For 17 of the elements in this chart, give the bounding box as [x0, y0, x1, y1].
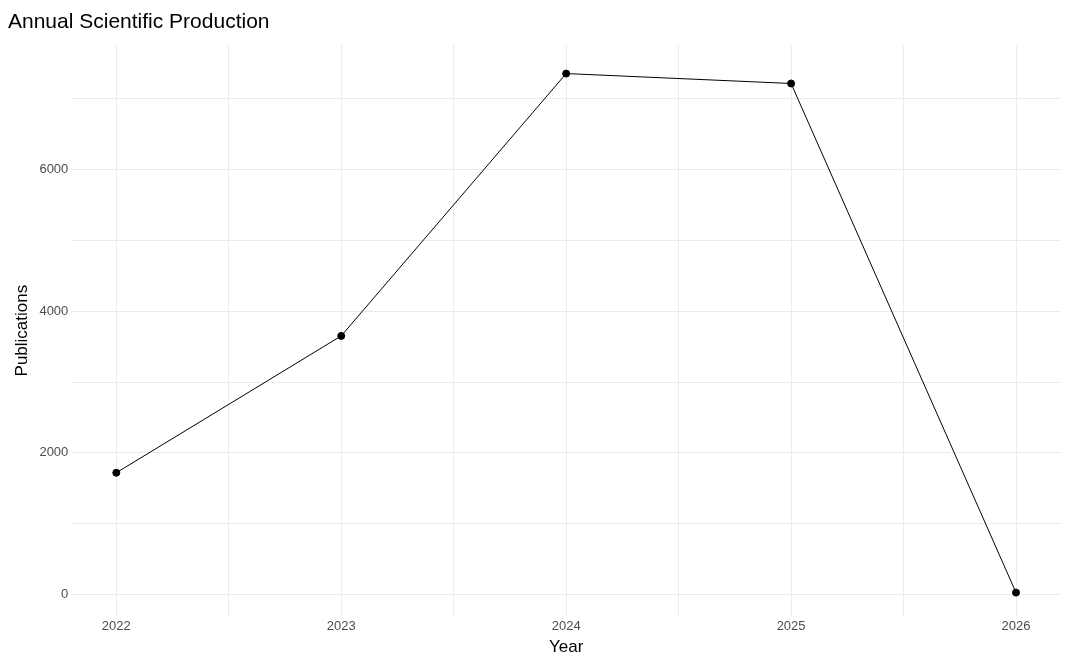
y-tick-label: 2000 — [39, 444, 69, 460]
y-axis-title: Publications — [11, 284, 31, 377]
point — [787, 79, 796, 88]
point — [1012, 588, 1021, 597]
point — [337, 331, 346, 340]
point — [562, 69, 571, 78]
x-tick-label: 2024 — [551, 618, 581, 634]
point — [112, 468, 121, 477]
x-tick-label: 2026 — [1001, 618, 1031, 634]
x-axis-title: Year — [548, 637, 584, 657]
y-tick-label: 0 — [61, 586, 69, 602]
y-tick-label: 4000 — [39, 302, 69, 318]
x-tick-label: 2023 — [326, 618, 356, 634]
x-tick-label: 2025 — [776, 618, 806, 634]
x-tick-label: 2022 — [101, 618, 131, 634]
y-tick-label: 6000 — [39, 160, 69, 176]
chart-title: Annual Scientific Production — [8, 9, 270, 33]
